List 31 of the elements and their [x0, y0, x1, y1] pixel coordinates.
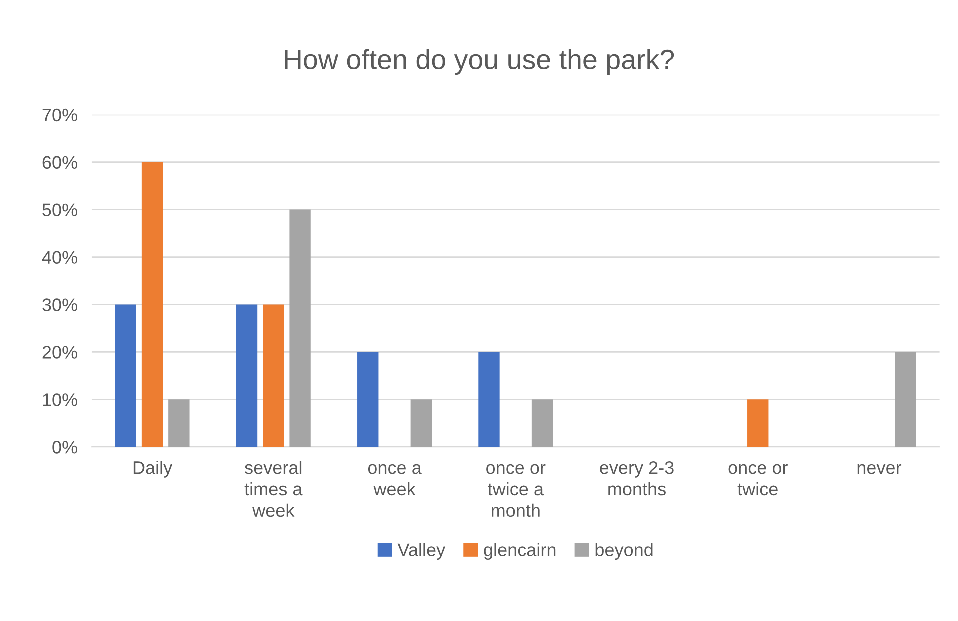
x-tick-label: once or twice a month: [486, 464, 546, 518]
bar: [236, 304, 258, 448]
legend-label: glencairn: [484, 543, 556, 560]
y-tick-label: 50%: [42, 204, 78, 217]
bar: [895, 352, 916, 448]
x-tick-label: once a week: [368, 464, 422, 496]
y-tick-label: 0%: [52, 441, 78, 454]
x-tick-label: several times a week: [244, 461, 303, 518]
y-tick-label: 20%: [42, 346, 78, 359]
x-tick-label: Daily: [134, 461, 173, 478]
bar: [478, 352, 500, 448]
bar: [115, 304, 136, 448]
x-tick-label: never: [858, 464, 902, 474]
y-tick-label: 70%: [42, 108, 78, 122]
bar: [358, 352, 379, 448]
y-tick-label: 30%: [42, 298, 78, 312]
bar: [263, 304, 284, 448]
x-tick-label: once or twice: [728, 464, 788, 496]
legend-label: beyond: [596, 543, 653, 560]
bar: [532, 400, 554, 448]
y-tick-label: 10%: [43, 394, 78, 406]
bar: [748, 400, 769, 448]
bar: [410, 400, 432, 448]
x-tick-label: every 2-3 months: [600, 461, 674, 496]
bar: [290, 210, 311, 448]
y-tick-label: 40%: [42, 251, 78, 264]
bar: [142, 162, 164, 448]
chart-title: How often do you use the park?: [285, 49, 674, 76]
legend-label: Valley: [398, 543, 446, 560]
y-tick-label: 60%: [42, 156, 78, 170]
bar: [168, 400, 190, 448]
